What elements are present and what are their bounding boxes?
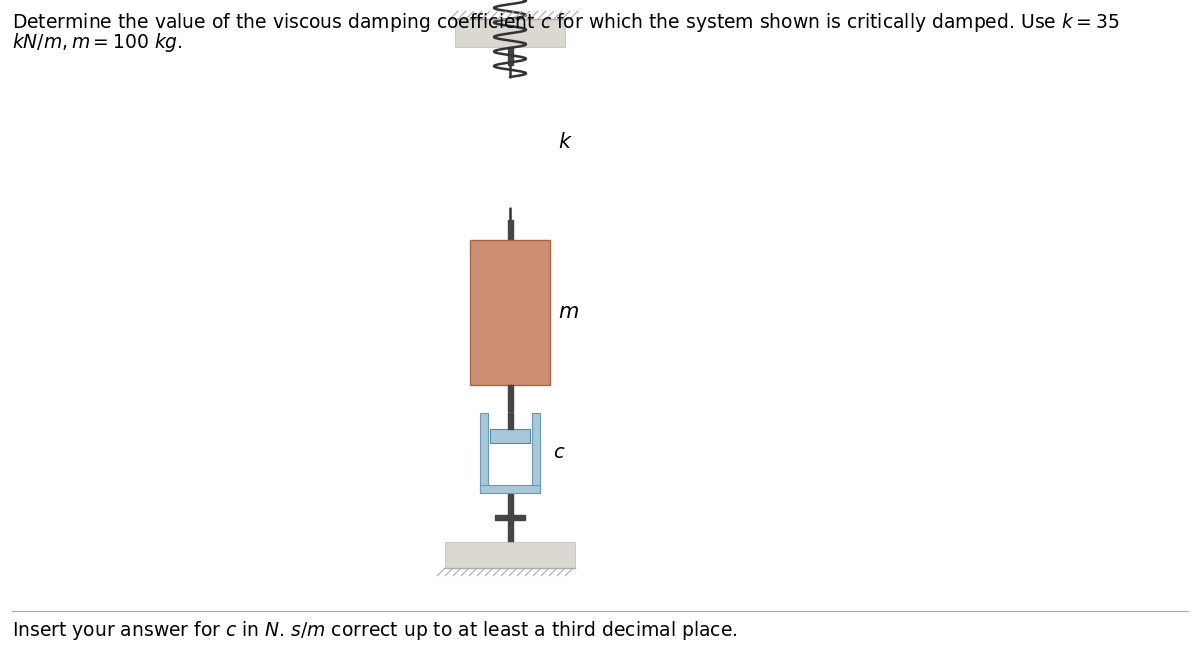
Bar (508, 413, 512, 429)
Bar (480, 485, 540, 493)
Bar (508, 47, 512, 65)
Bar (490, 429, 530, 443)
Bar (508, 220, 512, 240)
Bar (496, 515, 526, 520)
Bar (455, 19, 565, 47)
Bar (508, 493, 512, 515)
Bar (488, 413, 532, 485)
Bar (508, 385, 512, 413)
Text: $m$: $m$ (558, 302, 578, 323)
Bar (532, 413, 540, 493)
Text: Insert your answer for $c$ in $N$. $s/m$ correct up to at least a third decimal : Insert your answer for $c$ in $N$. $s/m$… (12, 619, 738, 642)
Bar (445, 542, 575, 568)
Bar (470, 240, 550, 385)
Text: Determine the value of the viscous damping coefficient $c$ for which the system : Determine the value of the viscous dampi… (12, 11, 1120, 34)
Bar (480, 413, 488, 493)
Text: $k$: $k$ (558, 132, 572, 153)
Bar (508, 520, 512, 542)
Text: $c$: $c$ (553, 443, 565, 463)
Text: $kN/m, m = 100$ $kg$.: $kN/m, m = 100$ $kg$. (12, 31, 182, 54)
